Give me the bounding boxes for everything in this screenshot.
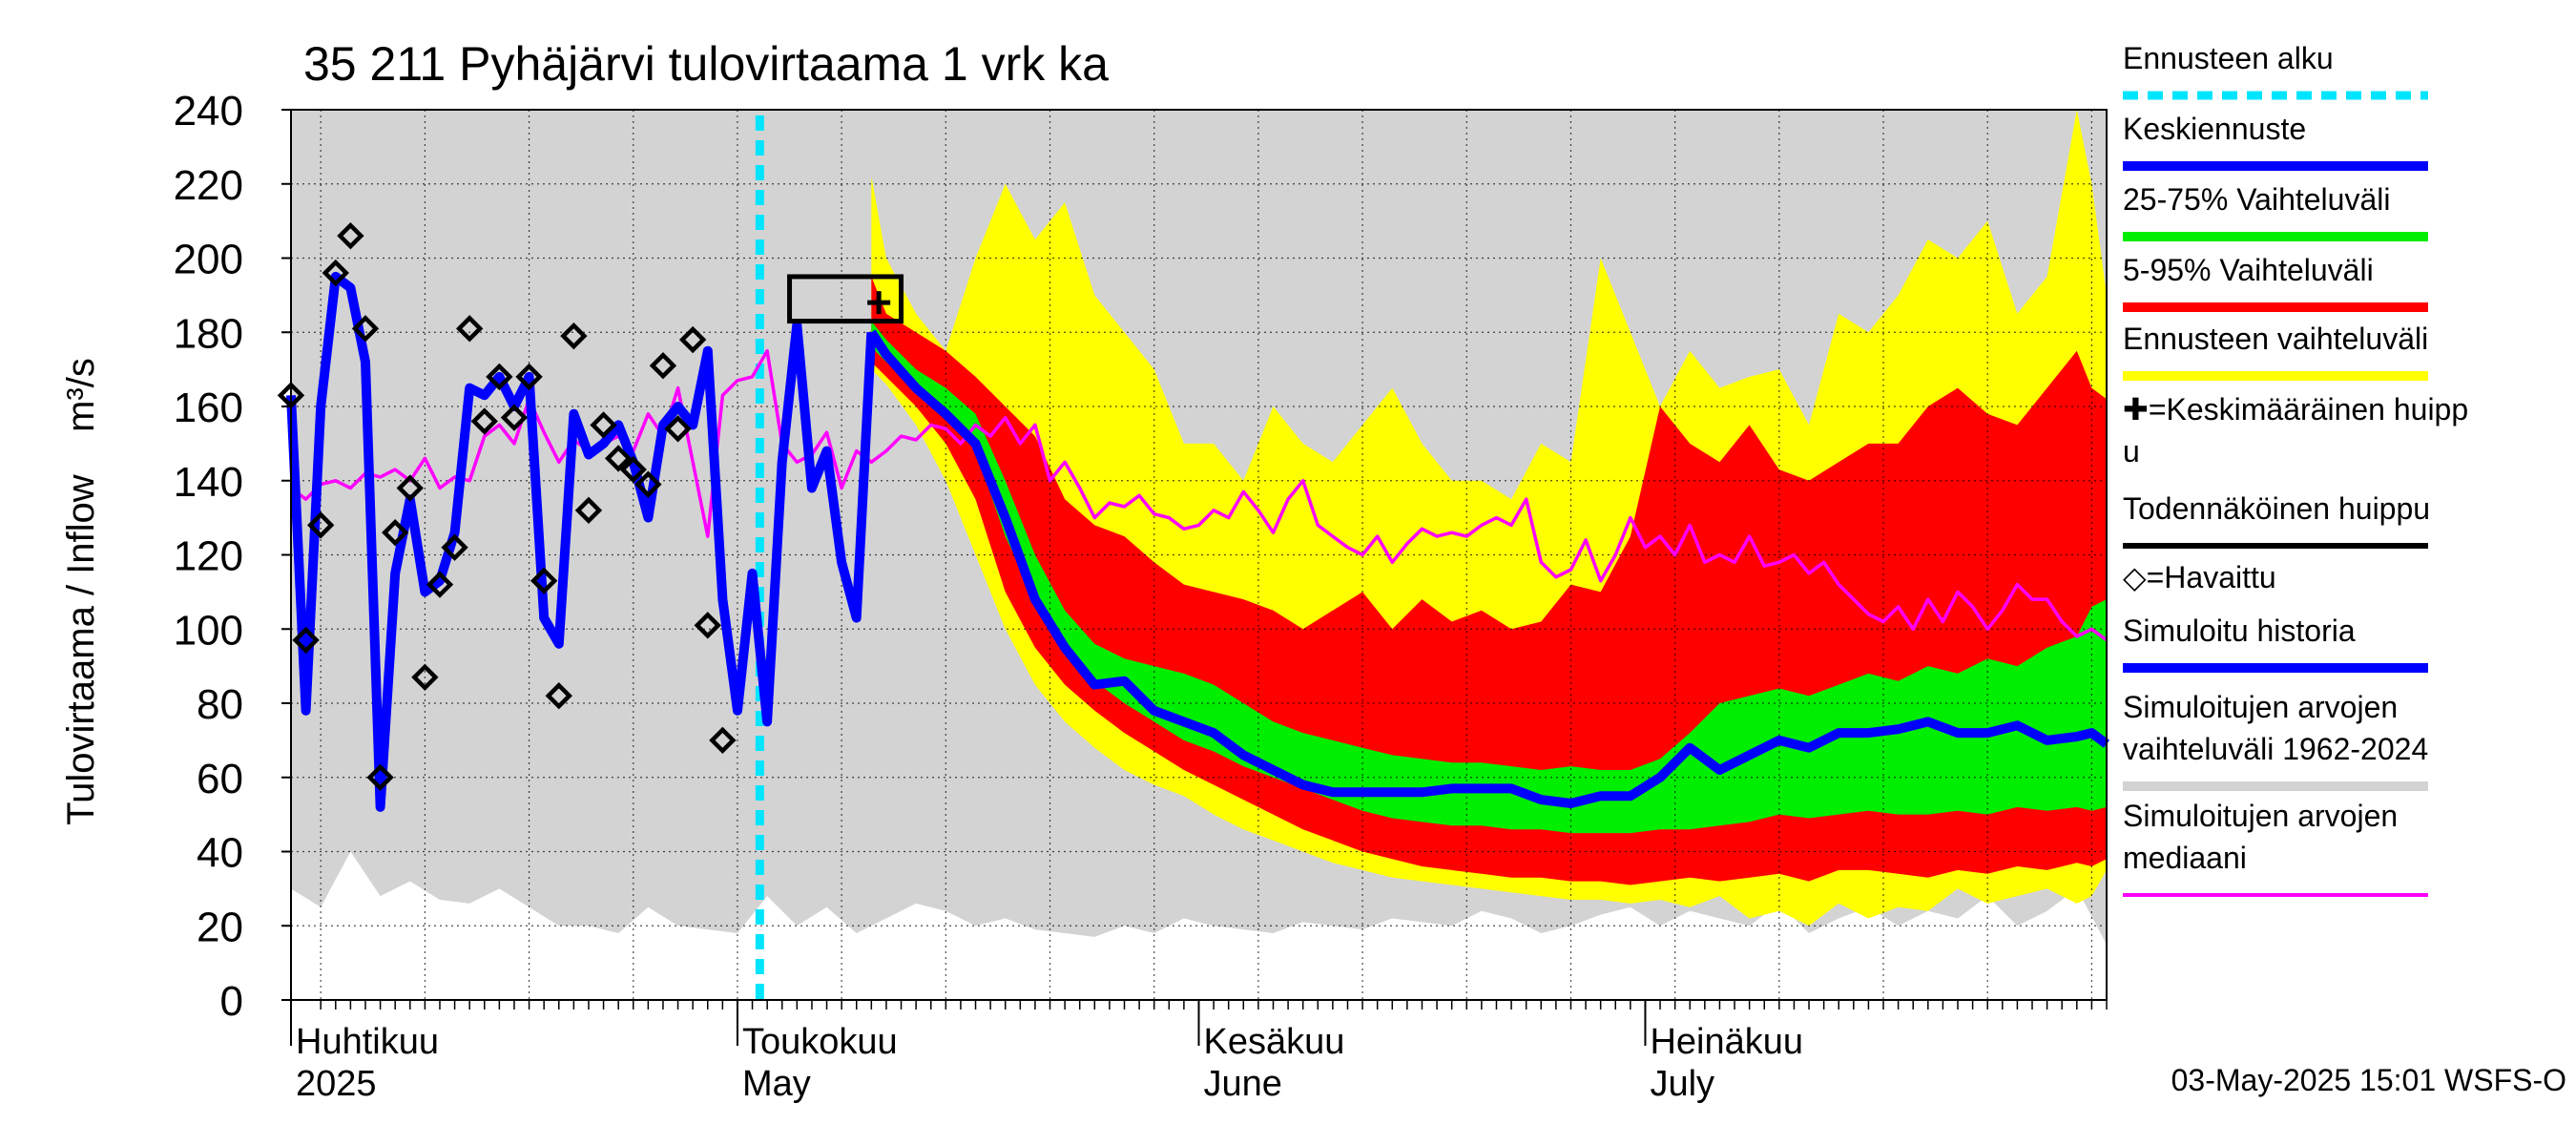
observed-point-23 (619, 455, 647, 484)
legend-label-9: Simuloitujen arvojen (2123, 690, 2398, 724)
observed-point-20 (574, 496, 603, 525)
month-label-en-1: May (742, 1064, 811, 1104)
band-3 (871, 321, 2107, 834)
observed-point-22 (604, 445, 633, 472)
y-tick-label-1: 20 (197, 904, 243, 950)
observed-point-28 (694, 612, 721, 639)
month-label-fi-2: Kesäkuu (1204, 1022, 1345, 1062)
month-label-fi-1: Toukokuu (742, 1022, 898, 1062)
chart-title: 35 211 Pyhäjärvi tulovirtaama 1 vrk ka (303, 37, 1109, 91)
observed-point-4 (337, 221, 364, 250)
legend-label-4: Ennusteen vaihteluväli (2123, 322, 2428, 356)
observed-point-21 (590, 411, 617, 439)
observed-point-12 (455, 315, 484, 343)
observed-point-26 (664, 415, 692, 443)
y-ticks: 0 20 40 60 80 100 120 140 160 180 200 220 240 (174, 88, 291, 1025)
y-tick-label-8: 160 (174, 385, 243, 431)
legend-label-2: 25-75% Vaihteluväli (2123, 182, 2390, 217)
series-line-1 (867, 329, 2109, 808)
observed-point-11 (441, 533, 468, 561)
month-label-fi-0: Huhtikuu (296, 1022, 439, 1062)
y-tick-label-0: 0 (220, 978, 243, 1025)
series-line-2 (286, 271, 877, 812)
y-tick-label-5: 100 (174, 607, 243, 654)
observed-point-27 (678, 325, 707, 354)
month-label-fi-3: Heinäkuu (1650, 1022, 1803, 1062)
observed-point-17 (530, 567, 558, 594)
observed-point-19 (560, 322, 588, 350)
legend-label-8: Simuloitu historia (2123, 614, 2356, 648)
legend-label-1: Keskiennuste (2123, 112, 2306, 146)
observed-point-3 (322, 259, 349, 287)
y-tick-label-7: 140 (174, 459, 243, 506)
observed-point-15 (500, 404, 529, 431)
observed-point-24 (634, 470, 662, 498)
observed-point-6 (366, 763, 394, 791)
month-label-en-0: 2025 (296, 1064, 377, 1104)
y-tick-label-12: 240 (174, 88, 243, 135)
observed-point-29 (709, 726, 737, 755)
legend-label-10: Simuloitujen arvojen (2123, 799, 2398, 833)
observed-point-14 (486, 363, 513, 391)
y-axis-label: Tulovirtaama / Inflow m³/s (60, 358, 102, 825)
y-tick-label-6: 120 (174, 533, 243, 580)
observed-point-7 (382, 518, 409, 547)
observed-point-8 (396, 474, 424, 502)
plot-area (277, 109, 2109, 1001)
footer-timestamp: 03-May-2025 15:01 WSFS-O (2171, 1063, 2566, 1097)
legend-label-5: ✚=Keskimääräinen huipp (2123, 392, 2468, 427)
y-tick-label-10: 200 (174, 237, 243, 283)
observed-point-13 (470, 407, 498, 435)
y-tick-label-2: 40 (197, 830, 243, 877)
legend-label-6: Todennäköinen huippu (2123, 491, 2430, 526)
mean-peak-marker (867, 291, 891, 315)
y-tick-label-11: 220 (174, 162, 243, 209)
y-tick-label-9: 180 (174, 310, 243, 357)
probable-peak-box (787, 274, 904, 324)
observed-point-16 (515, 363, 543, 391)
y-tick-label-4: 80 (197, 681, 243, 728)
legend-label-3: 5-95% Vaihteluväli (2123, 253, 2374, 287)
observed-point-10 (426, 571, 454, 598)
legend-label2-9: vaihteluväli 1962-2024 (2123, 732, 2428, 766)
legend-label-0: Ennusteen alku (2123, 41, 2334, 75)
month-label-en-3: July (1650, 1064, 1714, 1104)
observed-point-25 (649, 352, 677, 380)
observed-point-2 (307, 511, 335, 539)
legend: Ennusteen alku Keskiennuste 25-75% Vaihtel… (2123, 41, 2468, 897)
legend-label-7: ◇=Havaittu (2123, 560, 2276, 594)
observed-point-18 (545, 682, 572, 710)
observed-point-9 (411, 663, 439, 691)
legend-label2-5: u (2123, 434, 2140, 468)
y-tick-label-3: 60 (197, 756, 243, 802)
legend-label2-10: mediaani (2123, 841, 2247, 875)
month-label-en-2: June (1204, 1064, 1282, 1104)
observed-point-1 (292, 626, 320, 655)
observed-point-5 (351, 315, 380, 343)
